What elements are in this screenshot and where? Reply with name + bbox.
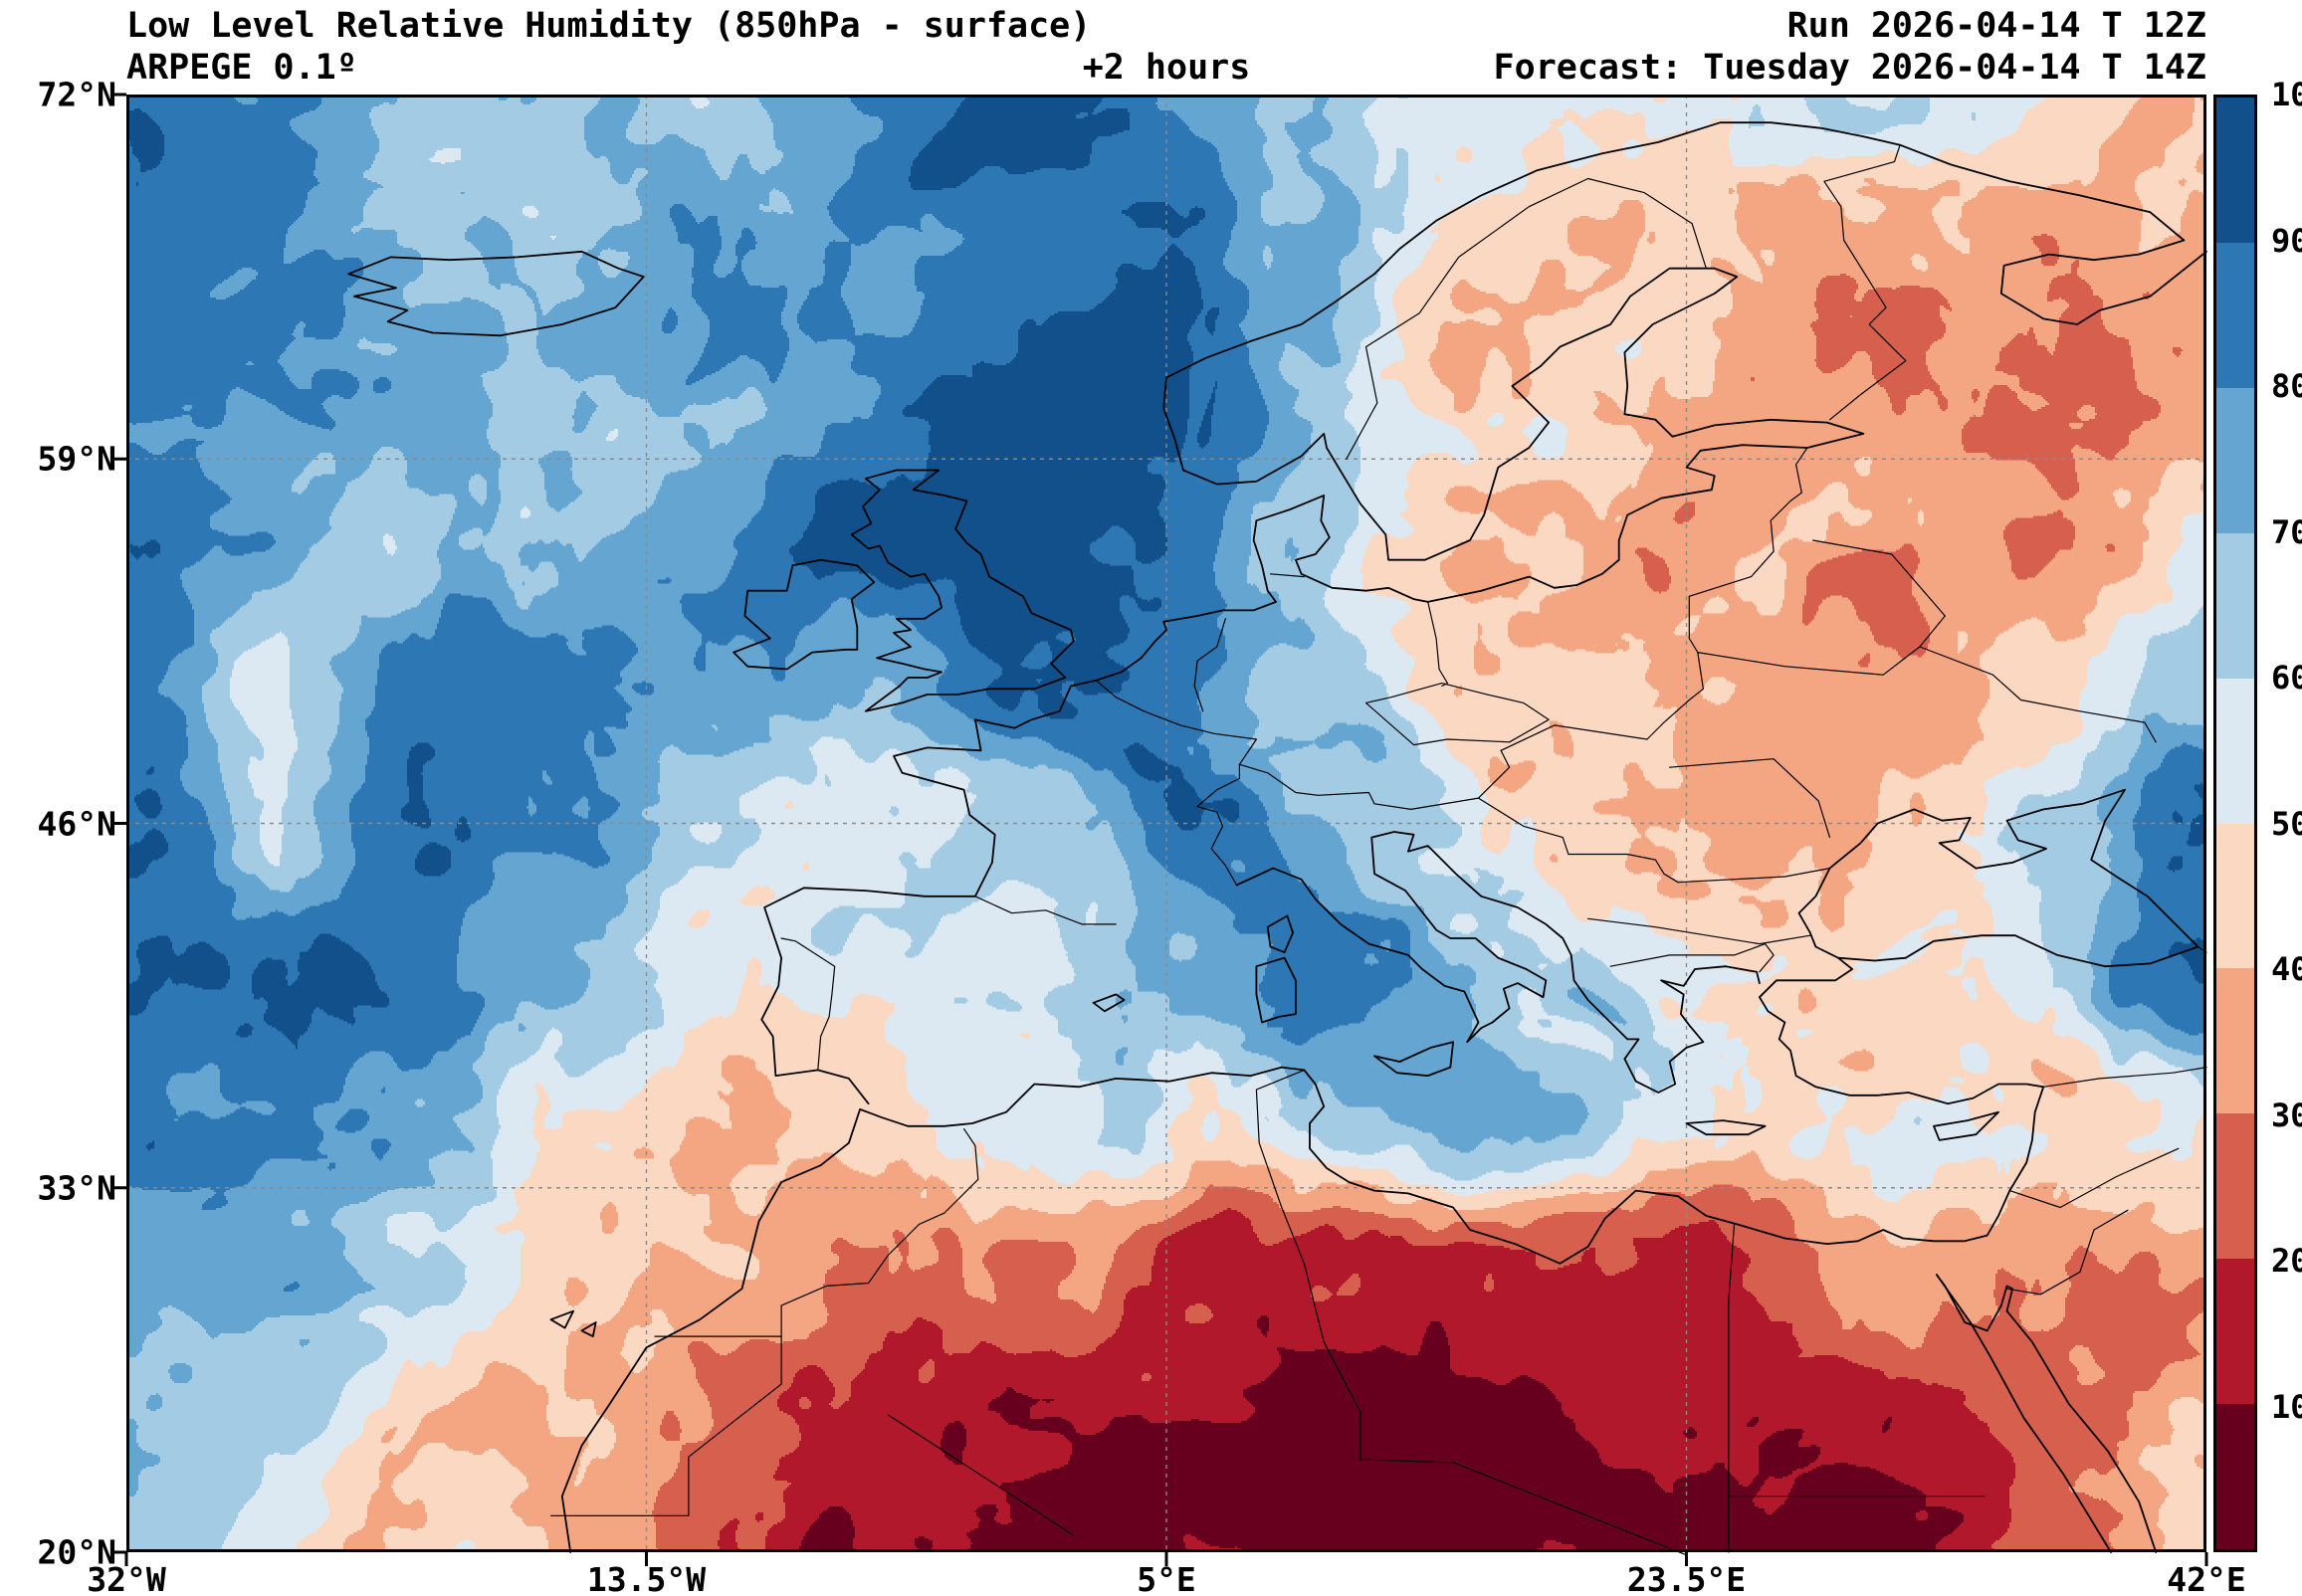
y-tick-label: 72°N — [37, 75, 116, 114]
colorbar-segment — [2216, 98, 2254, 243]
coastline — [850, 469, 1075, 712]
country-border — [1269, 573, 1306, 578]
country-border — [1346, 177, 1589, 460]
colorbar-tick-label: 50 — [2271, 804, 2302, 843]
country-border — [1919, 646, 2157, 743]
colorbar — [2213, 95, 2257, 1552]
country-border — [1255, 1069, 1306, 1265]
coastline — [549, 1309, 575, 1329]
colorbar-tick-label: 20 — [2271, 1242, 2302, 1280]
model-resolution-label: ARPEGE 0.1º — [126, 48, 357, 88]
colorbar-segment — [2216, 678, 2254, 824]
country-border — [1697, 646, 1921, 676]
x-tick-label: 42°E — [2167, 1560, 2246, 1596]
country-border — [1364, 682, 1550, 746]
coastline — [760, 121, 2207, 1105]
country-border — [1688, 447, 1808, 597]
country-border — [1586, 917, 1811, 945]
country-border — [1500, 595, 1705, 751]
country-border — [780, 937, 836, 1072]
colorbar-segment — [2216, 823, 2254, 969]
country-border — [1609, 942, 1775, 973]
country-border — [1668, 758, 1831, 839]
coastline — [1936, 1274, 2158, 1553]
y-tick-label: 59°N — [37, 439, 116, 479]
country-border — [2008, 1147, 2180, 1209]
coastline — [1933, 1110, 1999, 1141]
y-tick-label: 20°N — [37, 1532, 116, 1572]
coastline — [347, 250, 645, 337]
colorbar-segment — [2216, 1259, 2254, 1405]
country-border — [974, 896, 1117, 925]
colorbar-tick-label: 100 — [2271, 76, 2302, 113]
chart-title: Low Level Relative Humidity (850hPa - su… — [126, 6, 1092, 46]
country-border — [1193, 618, 1226, 712]
lead-time-label: +2 hours — [1082, 48, 1251, 88]
country-border — [887, 1414, 1075, 1536]
map-frame — [126, 95, 2206, 1552]
country-border — [1238, 749, 1511, 811]
x-tick-label: 23.5°E — [1626, 1560, 1747, 1596]
colorbar-tick-label: 80 — [2271, 367, 2302, 405]
colorbar-segment — [2216, 1404, 2254, 1550]
map-plot-area — [112, 93, 2208, 1566]
y-tick-label: 33°N — [37, 1168, 116, 1208]
country-border — [1568, 853, 1831, 884]
colorbar-segment — [2216, 532, 2254, 679]
country-border — [654, 1127, 979, 1337]
country-border — [1728, 1223, 1736, 1553]
colorbar-tick-label: 60 — [2271, 659, 2302, 697]
coastline — [1255, 956, 1297, 1024]
coastline — [732, 558, 876, 671]
coastline — [1797, 788, 2199, 968]
colorbar-tick-label: 90 — [2271, 221, 2302, 260]
colorbar-tick-label: 10 — [2271, 1387, 2302, 1426]
coastline — [1235, 831, 1761, 1094]
coastline — [1936, 1274, 2112, 1553]
country-border — [1095, 680, 1258, 887]
coastline — [560, 956, 2045, 1553]
colorbar-segment — [2216, 387, 2254, 533]
colorbar-segment — [2216, 242, 2254, 388]
colorbar-tick-label: 40 — [2271, 950, 2302, 988]
colorbar-segment — [2216, 1113, 2254, 1260]
country-border — [1586, 177, 1707, 270]
coastline — [580, 1321, 597, 1337]
colorbar-segment — [2216, 968, 2254, 1114]
country-border — [2042, 1066, 2207, 1088]
country-border — [1823, 144, 1907, 421]
coastline — [1266, 914, 1294, 953]
coastline — [1373, 1041, 1454, 1077]
country-border — [549, 1335, 782, 1517]
forecast-time-label: Forecast: Tuesday 2026-04-14 T 14Z — [1493, 48, 2206, 88]
country-border — [1477, 797, 1570, 856]
x-tick-label: 5°E — [1137, 1560, 1196, 1596]
coastline — [1685, 1119, 1767, 1136]
country-border — [1427, 601, 1449, 688]
colorbar-tick-label: 70 — [2271, 512, 2302, 551]
map-overlay-svg — [112, 93, 2208, 1566]
country-border — [1303, 1263, 1688, 1556]
colorbar-tick-label: 30 — [2271, 1096, 2302, 1134]
coastline — [1092, 993, 1126, 1013]
country-border — [2005, 1209, 2129, 1296]
y-tick-label: 46°N — [37, 804, 116, 843]
x-tick-label: 32°W — [87, 1560, 166, 1596]
country-border — [1811, 539, 1946, 648]
x-tick-label: 13.5°W — [586, 1560, 707, 1596]
run-time-label: Run 2026-04-14 T 12Z — [1786, 6, 2206, 46]
